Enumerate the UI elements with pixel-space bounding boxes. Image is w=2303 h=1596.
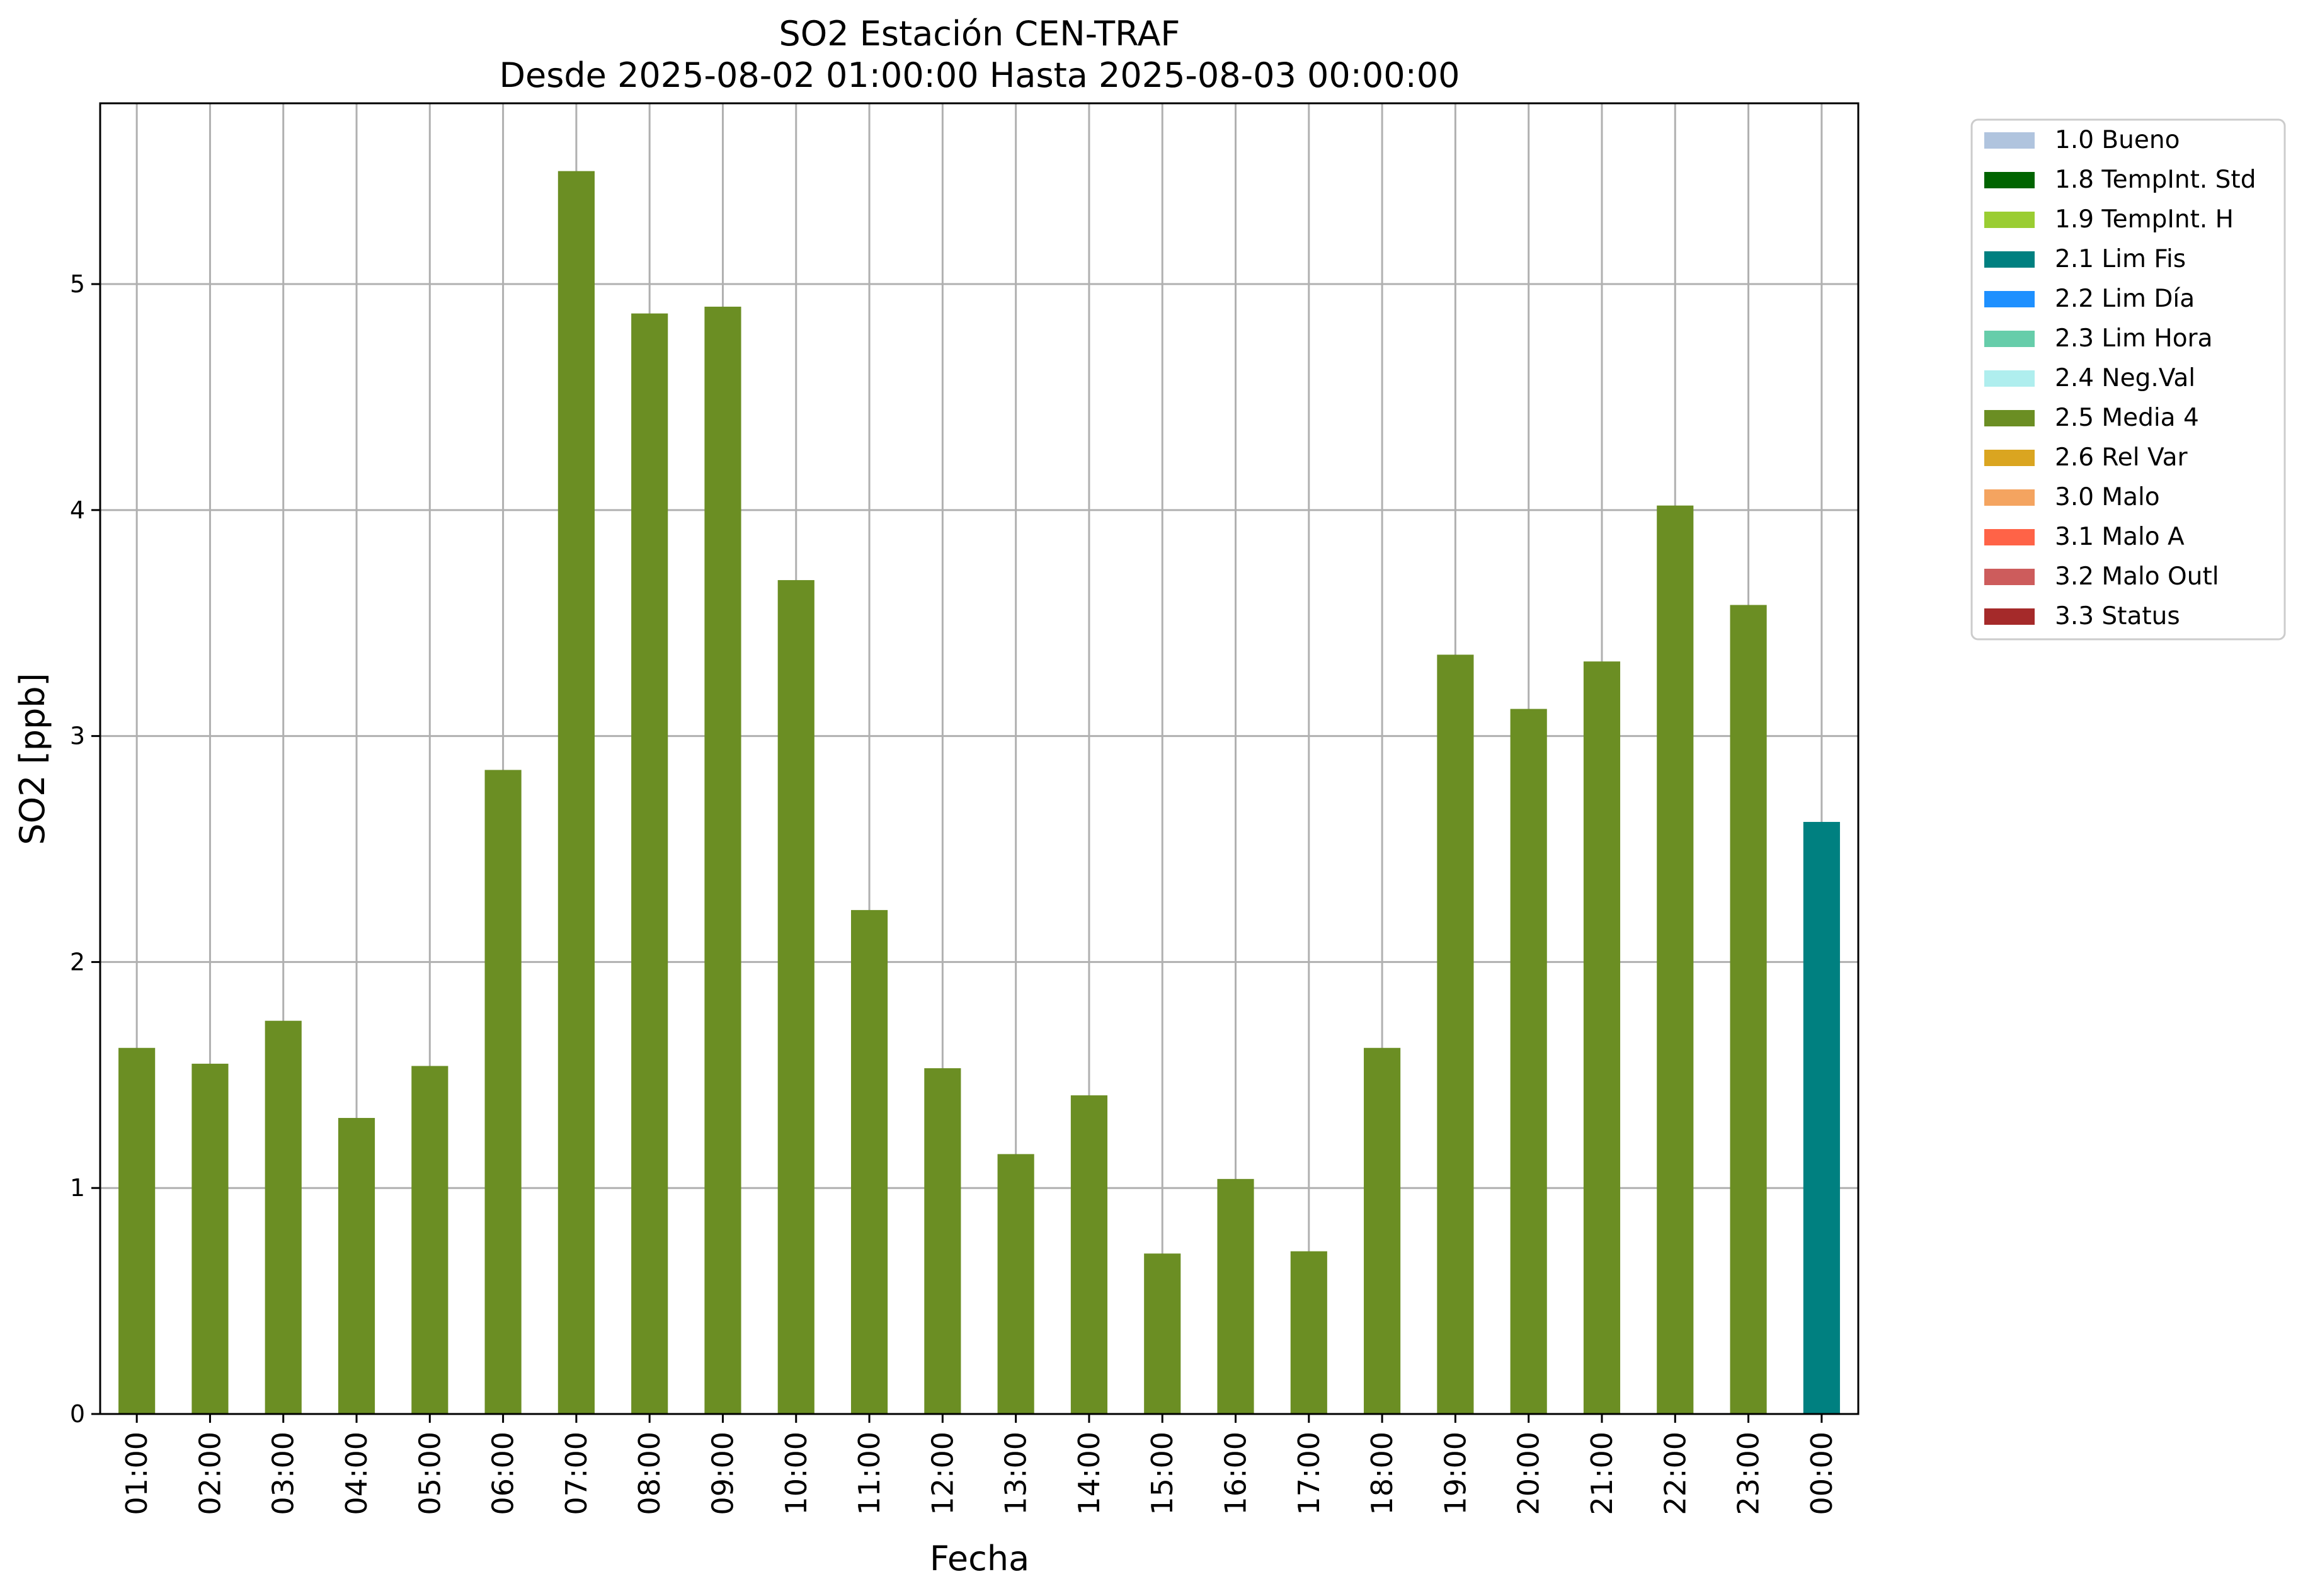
legend-swatch [1984, 132, 2035, 149]
legend-swatch [1984, 251, 2035, 268]
x-tick-label: 17:00 [1292, 1432, 1326, 1515]
legend-swatch [1984, 489, 2035, 506]
legend-swatch [1984, 212, 2035, 228]
bar-0900 [704, 306, 741, 1414]
bar-0800 [631, 313, 668, 1414]
legend: 1.0 Bueno 1.8 TempInt. Std 1.9 TempInt. H 2… [1970, 118, 2286, 641]
bar-2300 [1730, 605, 1767, 1414]
legend-swatch [1984, 410, 2035, 426]
legend-entry: 3.1 Malo A [2055, 523, 2185, 551]
bar-1300 [997, 1154, 1034, 1414]
plot-frame [99, 102, 1860, 1415]
bar-2000 [1510, 709, 1547, 1414]
bar-1800 [1364, 1047, 1401, 1414]
legend-entry: 2.6 Rel Var [2055, 443, 2188, 472]
legend-swatch [1984, 529, 2035, 545]
bar-0400 [338, 1117, 375, 1414]
bar-0100 [118, 1047, 156, 1414]
x-tick-label: 03:00 [266, 1432, 300, 1515]
y-axis-label: SO2 [ppb] [13, 673, 52, 845]
bar-2200 [1657, 505, 1694, 1414]
legend-swatch [1984, 172, 2035, 188]
y-tick-label: 5 [70, 270, 85, 298]
y-tick-label: 0 [70, 1400, 85, 1428]
x-axis: 01:00 02:00 03:00 04:00 05:00 06:00 07:00 08:00… [120, 1414, 1839, 1515]
legend-entry: 3.3 Status [2055, 602, 2180, 630]
x-tick-label: 09:00 [706, 1432, 740, 1515]
bar-0200 [191, 1063, 229, 1414]
legend-swatch [1984, 608, 2035, 625]
x-tick-label: 23:00 [1732, 1432, 1766, 1515]
x-tick-label: 08:00 [632, 1432, 666, 1515]
x-tick-label: 04:00 [340, 1432, 374, 1515]
bar-1500 [1144, 1253, 1181, 1414]
x-tick-label: 21:00 [1585, 1432, 1619, 1515]
legend-entry: 2.3 Lim Hora [2055, 324, 2213, 353]
x-tick-label: 12:00 [925, 1432, 959, 1515]
bar-1400 [1070, 1095, 1108, 1414]
legend-box [1970, 118, 2286, 641]
bar-0600 [484, 770, 522, 1414]
bar-1100 [850, 909, 888, 1414]
legend-swatch [1984, 569, 2035, 585]
chart-subtitle: Desde 2025-08-02 01:00:00 Hasta 2025-08-… [499, 55, 1460, 95]
x-tick-label: 22:00 [1658, 1432, 1692, 1515]
x-axis-label: Fecha [930, 1539, 1029, 1578]
x-tick-label: 00:00 [1805, 1432, 1839, 1515]
bar-0500 [411, 1066, 449, 1414]
bar-1000 [777, 580, 814, 1414]
x-tick-label: 06:00 [486, 1432, 520, 1515]
bars [118, 171, 1840, 1414]
legend-entry: 2.2 Lim Día [2055, 285, 2195, 313]
x-tick-label: 15:00 [1145, 1432, 1179, 1515]
legend-items: 1.0 Bueno 1.8 TempInt. Std 1.9 TempInt. H 2… [1984, 126, 2256, 630]
x-tick-label: 16:00 [1219, 1432, 1253, 1515]
y-axis: 0 1 2 3 4 5 [70, 270, 100, 1428]
y-tick-label: 3 [70, 722, 85, 750]
x-tick-label: 18:00 [1365, 1432, 1399, 1515]
legend-entry: 1.9 TempInt. H [2055, 205, 2234, 234]
legend-entry: 2.1 Lim Fis [2055, 245, 2186, 273]
bar-1200 [924, 1068, 961, 1414]
legend-entry: 1.0 Bueno [2055, 126, 2180, 154]
bar-2100 [1583, 661, 1621, 1414]
bar-1600 [1217, 1178, 1254, 1414]
bar-0000 [1803, 821, 1840, 1414]
x-tick-label: 02:00 [193, 1432, 227, 1515]
legend-swatch [1984, 370, 2035, 387]
legend-entry: 1.8 TempInt. Std [2055, 166, 2256, 194]
legend-swatch [1984, 331, 2035, 347]
x-tick-label: 10:00 [779, 1432, 813, 1515]
x-tick-label: 07:00 [559, 1432, 593, 1515]
legend-entry: 3.0 Malo [2055, 483, 2160, 511]
legend-swatch [1984, 291, 2035, 307]
y-tick-label: 1 [70, 1174, 85, 1202]
x-tick-label: 14:00 [1072, 1432, 1106, 1515]
x-tick-label: 11:00 [852, 1432, 886, 1515]
y-tick-label: 4 [70, 496, 85, 524]
x-tick-label: 01:00 [120, 1432, 154, 1515]
bar-1900 [1437, 654, 1474, 1414]
legend-entry: 3.2 Malo Outl [2055, 562, 2219, 591]
x-tick-label: 19:00 [1438, 1432, 1472, 1515]
legend-entry: 2.4 Neg.Val [2055, 364, 2195, 392]
chart-title: SO2 Estación CEN-TRAF [779, 14, 1180, 54]
legend-swatch [1984, 450, 2035, 466]
bar-0300 [265, 1020, 302, 1414]
bar-0700 [557, 171, 595, 1414]
y-tick-label: 2 [70, 948, 85, 976]
x-tick-label: 05:00 [413, 1432, 447, 1515]
x-tick-label: 20:00 [1512, 1432, 1546, 1515]
bar-1700 [1290, 1251, 1327, 1414]
legend-entry: 2.5 Media 4 [2055, 404, 2199, 432]
x-tick-label: 13:00 [999, 1432, 1033, 1515]
